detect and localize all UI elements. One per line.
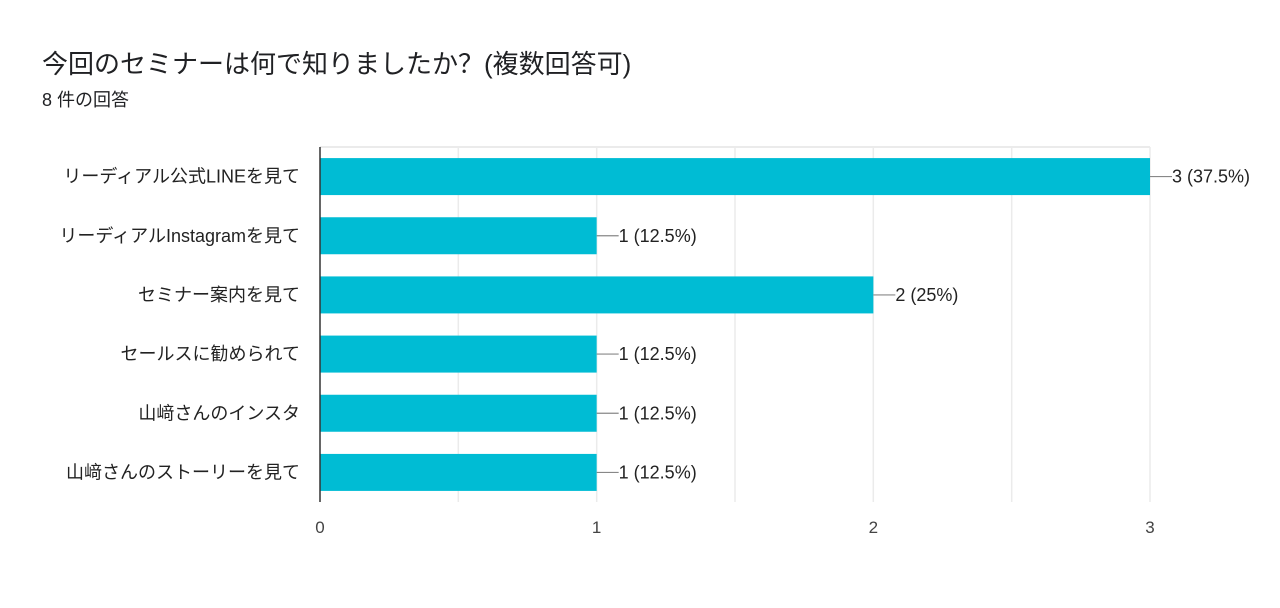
chart-title: 今回のセミナーは何で知りましたか？(複数回答可) — [42, 49, 632, 79]
category-label: セールスに勧められて — [121, 344, 300, 364]
data-label: 1 (12.5%) — [619, 226, 697, 246]
x-tick-label: 2 — [869, 518, 878, 537]
x-tick-label: 3 — [1145, 518, 1154, 537]
category-label: 山﨑さんのインスタ — [138, 403, 300, 423]
data-label: 1 (12.5%) — [619, 403, 697, 423]
bar — [320, 276, 874, 314]
x-tick-label: 1 — [592, 518, 601, 537]
data-label: 2 (25%) — [895, 285, 958, 305]
category-label: 山﨑さんのストーリーを見て — [66, 462, 300, 482]
category-label: リーディアルInstagramを見て — [59, 226, 300, 246]
x-tick-label: 0 — [315, 518, 324, 537]
bar — [320, 217, 597, 255]
data-label: 1 (12.5%) — [619, 344, 697, 364]
bar — [320, 453, 597, 491]
data-label: 1 (12.5%) — [619, 462, 697, 482]
bar — [320, 158, 1150, 196]
bar — [320, 335, 597, 373]
category-label: セミナー案内を見て — [138, 285, 300, 305]
data-label: 3 (37.5%) — [1172, 167, 1250, 187]
bar — [320, 394, 597, 432]
response-count: 8 件の回答 — [42, 90, 130, 110]
category-label: リーディアル公式LINEを見て — [63, 167, 300, 187]
